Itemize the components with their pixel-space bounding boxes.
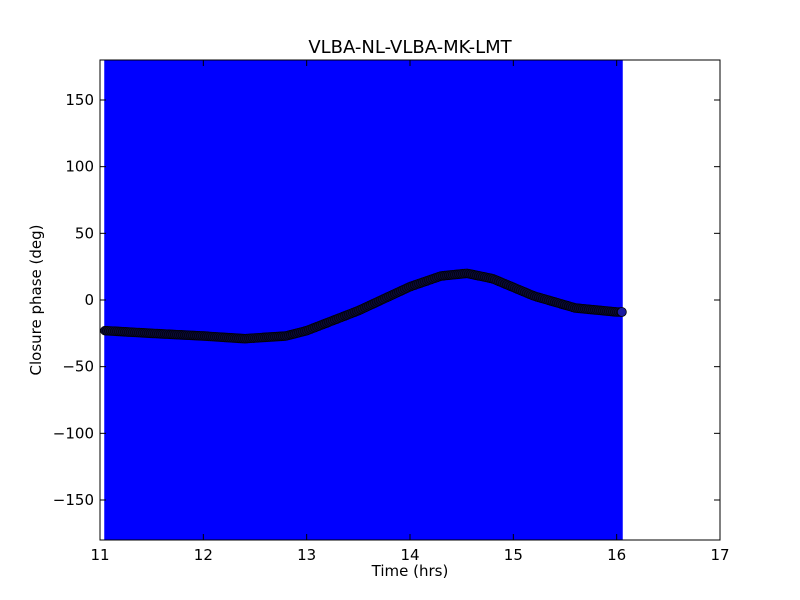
y-tick-label: 150: [65, 91, 94, 109]
x-tick-label: 13: [297, 546, 316, 564]
y-tick-label: −100: [53, 424, 94, 442]
y-tick-label: −50: [62, 358, 94, 376]
x-axis-label: Time (hrs): [371, 562, 449, 580]
data-points: [100, 268, 627, 344]
x-tick-label: 11: [90, 546, 109, 564]
chart-title: VLBA-NL-VLBA-MK-LMT: [308, 37, 512, 58]
y-axis-label: Closure phase (deg): [27, 225, 45, 376]
x-axis-ticks: 11 12 13 14 15 16 17: [90, 60, 730, 564]
y-tick-label: −150: [53, 491, 94, 509]
y-axis-ticks: 150 100 50 0 −50 −100 −150: [53, 91, 720, 509]
data-point-end: [616, 307, 627, 317]
y-tick-label: 0: [84, 291, 94, 309]
x-tick-label: 12: [194, 546, 213, 564]
x-tick-label: 16: [607, 546, 626, 564]
x-tick-label: 14: [400, 546, 419, 564]
y-tick-label: 50: [75, 224, 94, 242]
x-tick-label: 17: [710, 546, 729, 564]
errorbar-layer: [104, 60, 623, 540]
y-tick-label: 100: [65, 158, 94, 176]
x-tick-label: 15: [504, 546, 523, 564]
